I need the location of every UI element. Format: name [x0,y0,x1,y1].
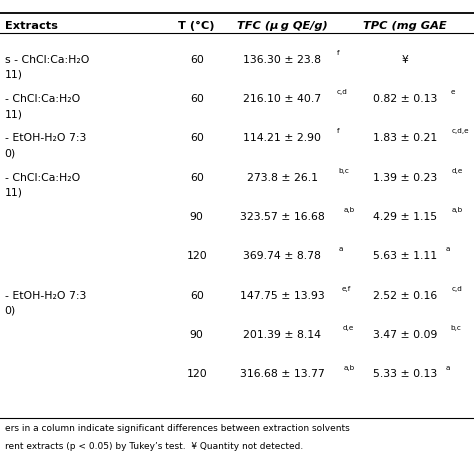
Text: 11): 11) [5,188,23,198]
Text: 2.52 ± 0.16: 2.52 ± 0.16 [373,291,438,301]
Text: 90: 90 [190,330,204,340]
Text: 316.68 ± 13.77: 316.68 ± 13.77 [240,369,324,379]
Text: ¥: ¥ [402,55,409,64]
Text: b,c: b,c [338,168,349,174]
Text: a,b: a,b [344,207,355,213]
Text: 323.57 ± 16.68: 323.57 ± 16.68 [240,212,324,222]
Text: 0): 0) [5,148,16,158]
Text: b,c: b,c [450,325,461,331]
Text: 5.33 ± 0.13: 5.33 ± 0.13 [373,369,438,379]
Text: TFC (μ g QE/g): TFC (μ g QE/g) [237,21,328,31]
Text: 90: 90 [190,212,204,222]
Text: a: a [446,365,450,371]
Text: 201.39 ± 8.14: 201.39 ± 8.14 [243,330,321,340]
Text: 147.75 ± 13.93: 147.75 ± 13.93 [240,291,324,301]
Text: rent extracts (p < 0.05) by Tukey’s test.  ¥ Quantity not detected.: rent extracts (p < 0.05) by Tukey’s test… [5,442,303,451]
Text: 369.74 ± 8.78: 369.74 ± 8.78 [243,251,321,261]
Text: 120: 120 [186,251,207,261]
Text: ers in a column indicate significant differences between extraction solvents: ers in a column indicate significant dif… [5,424,349,433]
Text: a: a [446,246,450,253]
Text: a,b: a,b [344,365,355,371]
Text: e,f: e,f [341,286,351,292]
Text: a: a [339,246,343,253]
Text: e: e [450,89,455,95]
Text: d,e: d,e [452,168,463,174]
Text: 1.83 ± 0.21: 1.83 ± 0.21 [373,133,438,143]
Text: f: f [337,50,339,56]
Text: TPC (mg GAE: TPC (mg GAE [364,21,447,31]
Text: d,e: d,e [343,325,354,331]
Text: f: f [337,128,339,135]
Text: c,d,e: c,d,e [452,128,469,135]
Text: 136.30 ± 23.8: 136.30 ± 23.8 [243,55,321,64]
Text: s - ChCl:Ca:H₂O: s - ChCl:Ca:H₂O [5,55,89,64]
Text: 60: 60 [190,133,204,143]
Text: c,d: c,d [452,286,463,292]
Text: - ChCl:Ca:H₂O: - ChCl:Ca:H₂O [5,173,80,182]
Text: 5.63 ± 1.11: 5.63 ± 1.11 [373,251,438,261]
Text: 114.21 ± 2.90: 114.21 ± 2.90 [243,133,321,143]
Text: - EtOH-H₂O 7:3: - EtOH-H₂O 7:3 [5,133,86,143]
Text: T (°C): T (°C) [178,21,215,31]
Text: 216.10 ± 40.7: 216.10 ± 40.7 [243,94,321,104]
Text: - EtOH-H₂O 7:3: - EtOH-H₂O 7:3 [5,291,86,301]
Text: 1.39 ± 0.23: 1.39 ± 0.23 [373,173,438,182]
Text: 120: 120 [186,369,207,379]
Text: 273.8 ± 26.1: 273.8 ± 26.1 [246,173,318,182]
Text: 60: 60 [190,55,204,64]
Text: 60: 60 [190,291,204,301]
Text: - ChCl:Ca:H₂O: - ChCl:Ca:H₂O [5,94,80,104]
Text: a,b: a,b [452,207,463,213]
Text: 0.82 ± 0.13: 0.82 ± 0.13 [373,94,438,104]
Text: 11): 11) [5,109,23,119]
Text: 60: 60 [190,173,204,182]
Text: 3.47 ± 0.09: 3.47 ± 0.09 [373,330,438,340]
Text: Extracts: Extracts [5,21,58,31]
Text: 60: 60 [190,94,204,104]
Text: 0): 0) [5,306,16,316]
Text: c,d: c,d [337,89,347,95]
Text: 4.29 ± 1.15: 4.29 ± 1.15 [373,212,438,222]
Text: 11): 11) [5,70,23,80]
